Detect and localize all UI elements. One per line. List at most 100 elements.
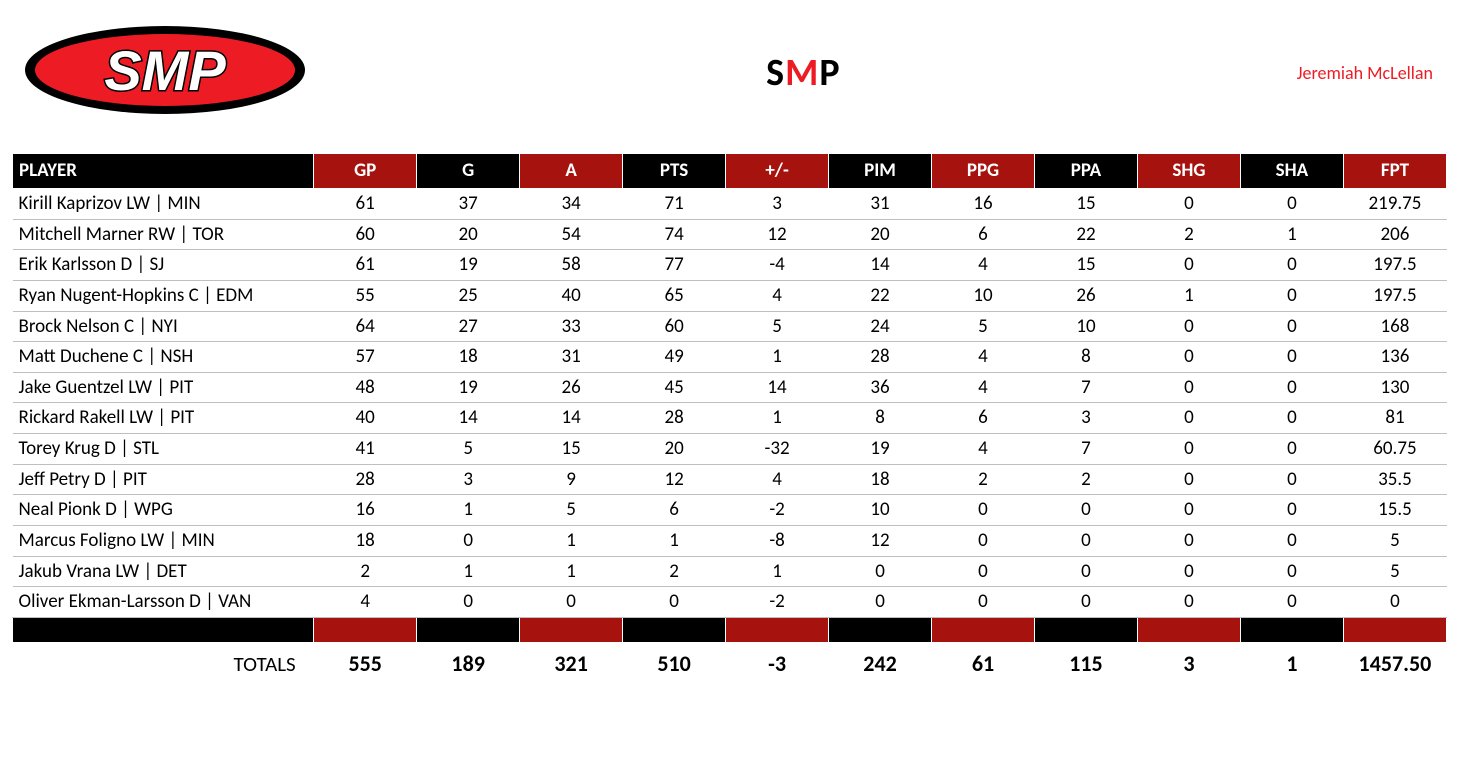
cell-fpt: 35.5	[1343, 464, 1446, 495]
cell-ppg: 5	[932, 311, 1035, 342]
cell-pts: 77	[623, 250, 726, 281]
cell-player: Jeff Petry D | PIT	[13, 464, 314, 495]
cell-pim: 14	[829, 250, 932, 281]
cell-pim: 10	[829, 495, 932, 526]
cell-player: Jake Guentzel LW | PIT	[13, 372, 314, 403]
cell-pm: 4	[726, 280, 829, 311]
cell-ppg: 16	[932, 189, 1035, 220]
col-header-pts: PTS	[623, 154, 726, 189]
cell-ppa: 8	[1034, 342, 1137, 373]
cell-ppa: 0	[1034, 495, 1137, 526]
cell-a: 0	[520, 587, 623, 618]
cell-shg: 0	[1137, 189, 1240, 220]
cell-g: 1	[417, 556, 520, 587]
col-header-ppg: PPG	[932, 154, 1035, 189]
totals-ppg: 61	[932, 642, 1035, 680]
cell-g: 37	[417, 189, 520, 220]
cell-g: 20	[417, 219, 520, 250]
separator-cell	[417, 617, 520, 642]
separator-cell	[726, 617, 829, 642]
separator-cell	[623, 617, 726, 642]
col-header-shg: SHG	[1137, 154, 1240, 189]
totals-pts: 510	[623, 642, 726, 680]
cell-ppg: 0	[932, 587, 1035, 618]
cell-fpt: 206	[1343, 219, 1446, 250]
col-header-player: PLAYER	[13, 154, 314, 189]
col-header-ppa: PPA	[1034, 154, 1137, 189]
cell-pim: 12	[829, 526, 932, 557]
cell-shg: 0	[1137, 372, 1240, 403]
col-header-g: G	[417, 154, 520, 189]
cell-ppg: 0	[932, 526, 1035, 557]
cell-pm: 1	[726, 342, 829, 373]
cell-pim: 0	[829, 587, 932, 618]
col-header-a: A	[520, 154, 623, 189]
totals-a: 321	[520, 642, 623, 680]
cell-ppa: 15	[1034, 250, 1137, 281]
cell-shg: 0	[1137, 556, 1240, 587]
cell-fpt: 81	[1343, 403, 1446, 434]
cell-ppg: 10	[932, 280, 1035, 311]
title-prefix: S	[766, 50, 785, 96]
cell-pm: 1	[726, 556, 829, 587]
cell-gp: 18	[314, 526, 417, 557]
cell-ppa: 26	[1034, 280, 1137, 311]
cell-shg: 0	[1137, 403, 1240, 434]
cell-a: 31	[520, 342, 623, 373]
cell-pts: 1	[623, 526, 726, 557]
table-row: Marcus Foligno LW | MIN18011-81200005	[13, 526, 1447, 557]
cell-pts: 65	[623, 280, 726, 311]
cell-gp: 40	[314, 403, 417, 434]
table-row: Matt Duchene C | NSH571831491284800136	[13, 342, 1447, 373]
cell-player: Matt Duchene C | NSH	[13, 342, 314, 373]
cell-shg: 0	[1137, 526, 1240, 557]
table-header: PLAYERGPGAPTS+/-PIMPPGPPASHGSHAFPT	[13, 154, 1447, 189]
stats-table: PLAYERGPGAPTS+/-PIMPPGPPASHGSHAFPT Kiril…	[12, 153, 1447, 681]
cell-ppa: 2	[1034, 464, 1137, 495]
totals-label: TOTALS	[13, 642, 314, 680]
cell-sha: 0	[1240, 587, 1343, 618]
cell-ppa: 3	[1034, 403, 1137, 434]
team-logo: SMP	[20, 20, 310, 125]
cell-pim: 20	[829, 219, 932, 250]
cell-ppg: 4	[932, 372, 1035, 403]
cell-fpt: 130	[1343, 372, 1446, 403]
cell-pim: 22	[829, 280, 932, 311]
cell-player: Jakub Vrana LW | DET	[13, 556, 314, 587]
table-row: Ryan Nugent-Hopkins C | EDM5525406542210…	[13, 280, 1447, 311]
table-row: Neal Pionk D | WPG16156-210000015.5	[13, 495, 1447, 526]
cell-g: 27	[417, 311, 520, 342]
cell-gp: 55	[314, 280, 417, 311]
cell-g: 25	[417, 280, 520, 311]
cell-fpt: 197.5	[1343, 250, 1446, 281]
cell-ppa: 0	[1034, 526, 1137, 557]
cell-shg: 0	[1137, 587, 1240, 618]
cell-shg: 0	[1137, 311, 1240, 342]
cell-gp: 4	[314, 587, 417, 618]
owner-name: Jeremiah McLellan	[1297, 62, 1439, 84]
cell-ppg: 0	[932, 495, 1035, 526]
totals-row: TOTALS555189321510-324261115311457.50	[13, 642, 1447, 680]
totals-fpt: 1457.50	[1343, 642, 1446, 680]
cell-ppa: 7	[1034, 434, 1137, 465]
cell-player: Ryan Nugent-Hopkins C | EDM	[13, 280, 314, 311]
table-row: Kirill Kaprizov LW | MIN6137347133116150…	[13, 189, 1447, 220]
totals-g: 189	[417, 642, 520, 680]
cell-fpt: 136	[1343, 342, 1446, 373]
totals-ppa: 115	[1034, 642, 1137, 680]
cell-pm: -8	[726, 526, 829, 557]
cell-sha: 0	[1240, 403, 1343, 434]
cell-a: 26	[520, 372, 623, 403]
cell-player: Torey Krug D | STL	[13, 434, 314, 465]
cell-sha: 0	[1240, 526, 1343, 557]
cell-pm: -4	[726, 250, 829, 281]
cell-shg: 0	[1137, 495, 1240, 526]
cell-gp: 28	[314, 464, 417, 495]
cell-g: 14	[417, 403, 520, 434]
cell-gp: 41	[314, 434, 417, 465]
cell-pim: 24	[829, 311, 932, 342]
cell-pts: 12	[623, 464, 726, 495]
cell-pm: -2	[726, 587, 829, 618]
cell-pim: 28	[829, 342, 932, 373]
cell-pim: 18	[829, 464, 932, 495]
